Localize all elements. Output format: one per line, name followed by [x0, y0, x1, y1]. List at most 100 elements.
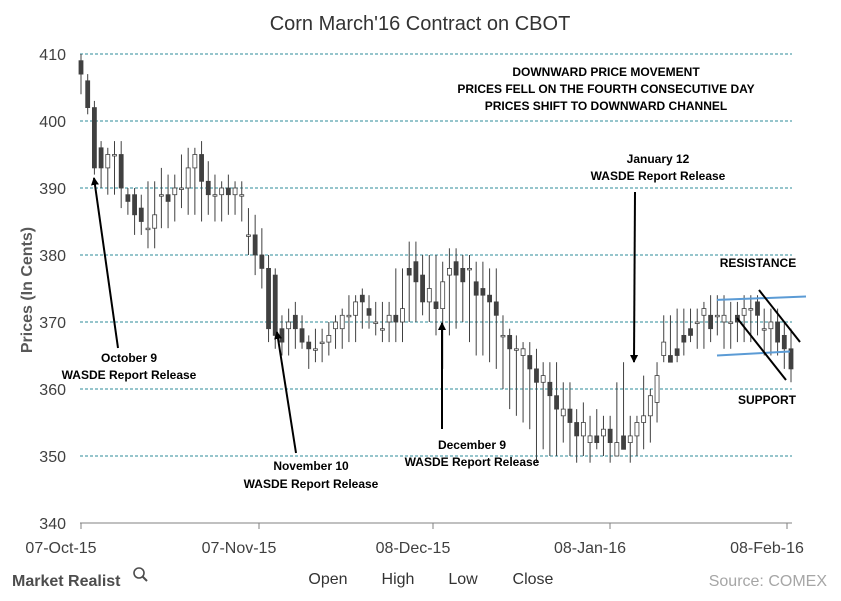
candle	[721, 295, 727, 349]
candle-body	[775, 321, 781, 343]
candle-body	[246, 234, 251, 237]
candle	[714, 295, 720, 336]
candle-body	[641, 415, 647, 423]
candle-body	[674, 348, 680, 356]
candle-body	[185, 167, 191, 189]
candle	[125, 188, 131, 215]
candle-body	[601, 428, 606, 437]
candle-body	[406, 267, 412, 276]
candle	[453, 248, 459, 329]
candle	[594, 409, 600, 450]
candle	[587, 415, 593, 463]
candle	[681, 308, 687, 356]
y-tick-label: 410	[39, 47, 66, 64]
candle	[393, 268, 399, 343]
candle-body	[587, 435, 593, 443]
candle	[493, 268, 499, 369]
candle-body	[520, 348, 526, 356]
candle-body	[105, 154, 111, 169]
candle	[580, 402, 586, 456]
candle-body	[594, 435, 600, 443]
candle	[460, 255, 466, 322]
legend-item: High	[382, 571, 415, 588]
candle	[473, 261, 479, 356]
candle	[386, 301, 392, 343]
candle	[735, 301, 740, 343]
candle-body	[574, 422, 580, 437]
candle	[674, 308, 680, 363]
candle-body	[225, 187, 231, 196]
candle	[554, 362, 559, 456]
candle-body	[440, 281, 446, 309]
candle	[406, 241, 412, 322]
candle	[627, 415, 633, 463]
candle-body	[554, 395, 559, 410]
candle	[634, 415, 640, 456]
candle	[781, 322, 787, 369]
candle-body	[132, 194, 137, 216]
candle	[112, 141, 117, 195]
candle-body	[91, 107, 97, 169]
candle	[333, 315, 338, 349]
candle-body	[426, 288, 432, 303]
candle-body	[98, 147, 104, 169]
x-tick-label: 08-Feb-16	[730, 540, 804, 557]
y-tick-label: 350	[39, 449, 66, 466]
y-tick-label: 390	[39, 181, 66, 198]
candle	[761, 308, 767, 356]
downward-channel-line	[736, 317, 787, 381]
x-tick-label: 08-Dec-15	[376, 540, 451, 557]
candle-body	[647, 395, 653, 417]
candle	[145, 181, 151, 249]
candle-body	[219, 187, 225, 196]
candle	[306, 335, 312, 369]
candle-body	[460, 267, 466, 283]
candle-body	[353, 301, 359, 316]
candle-body	[279, 328, 285, 343]
candle-body	[547, 381, 553, 397]
december-annotation: WASDE Report Release	[405, 455, 540, 469]
candle-body	[239, 194, 245, 197]
candle	[292, 301, 298, 349]
annotation-arrow	[91, 177, 119, 349]
candle-body	[420, 274, 426, 303]
candle-body	[781, 334, 787, 350]
candle-body	[306, 341, 312, 350]
november-annotation: WASDE Report Release	[244, 477, 379, 491]
candle-body	[627, 435, 633, 443]
candle-body	[513, 348, 519, 351]
candle	[353, 295, 359, 343]
candle	[219, 181, 225, 222]
candle	[694, 308, 700, 349]
support-label: SUPPORT	[738, 393, 797, 407]
candle-body	[487, 294, 492, 303]
top-note-line: DOWNWARD PRICE MOVEMENT	[512, 65, 700, 79]
november-annotation: November 10	[273, 459, 349, 473]
candle	[373, 301, 379, 336]
candle	[755, 295, 760, 336]
candle-body	[467, 267, 472, 271]
y-tick-label: 380	[39, 248, 66, 265]
candle	[259, 228, 265, 289]
candle-body	[560, 408, 566, 417]
candle-body	[333, 321, 338, 330]
candle	[185, 147, 191, 215]
candle-body	[453, 261, 459, 276]
candle	[118, 141, 124, 209]
candle-body	[138, 207, 144, 222]
candle-body	[292, 314, 298, 330]
candle-body	[540, 375, 546, 383]
candle	[132, 188, 137, 235]
candle	[212, 174, 218, 222]
candle	[520, 342, 526, 423]
candle-body	[607, 428, 613, 444]
candle	[480, 261, 486, 356]
y-tick-label: 340	[39, 516, 66, 533]
candle-body	[359, 294, 365, 303]
candle-body	[232, 187, 238, 196]
candle-body	[534, 368, 539, 383]
candle	[205, 161, 211, 215]
candle	[85, 74, 91, 115]
candle-body	[741, 308, 747, 316]
